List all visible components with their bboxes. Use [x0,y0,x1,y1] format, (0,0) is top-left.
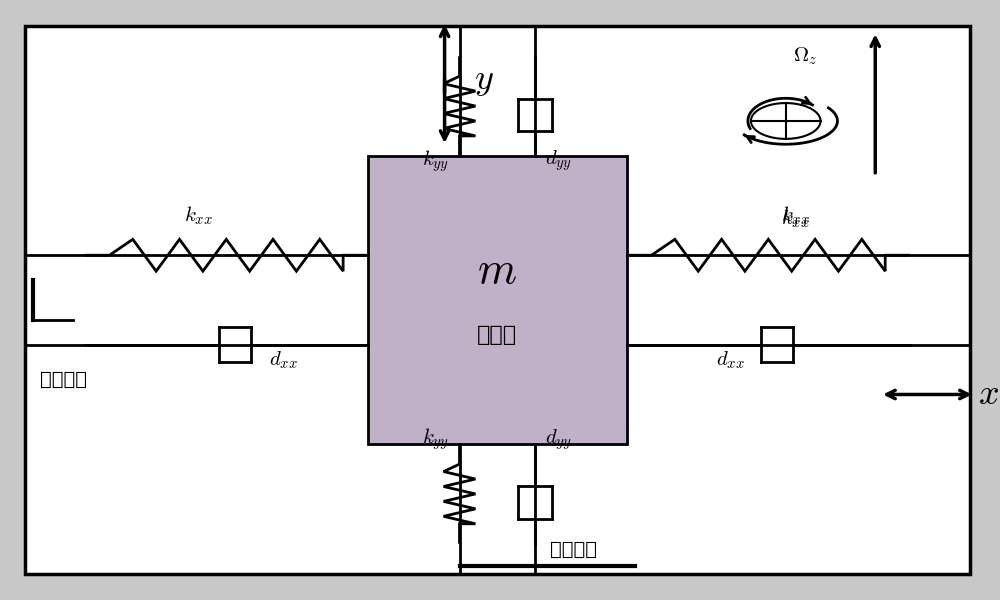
Text: 电容测量: 电容测量 [40,370,87,389]
Text: $\Omega_z$: $\Omega_z$ [793,46,818,67]
Text: 质量块: 质量块 [477,325,517,345]
Text: $k_{yy}$: $k_{yy}$ [422,427,450,452]
Text: $y$: $y$ [474,64,494,98]
Text: $d_{xx}$: $d_{xx}$ [269,350,297,371]
Text: $d_{xx}$: $d_{xx}$ [716,350,745,371]
Text: $k_{xx}$: $k_{xx}$ [781,205,810,227]
Bar [368,156,627,444]
Text: $k_{xx}$: $k_{xx}$ [781,208,810,230]
Text: $k_{xx}$: $k_{xx}$ [184,205,213,227]
Text: 电容测量: 电容测量 [550,539,597,559]
Text: $d_{yy}$: $d_{yy}$ [545,148,572,173]
Text: $m$: $m$ [477,248,517,292]
Text: $k_{yy}$: $k_{yy}$ [422,148,450,173]
Text: $d_{yy}$: $d_{yy}$ [545,427,572,452]
Text: $x$: $x$ [978,377,999,412]
